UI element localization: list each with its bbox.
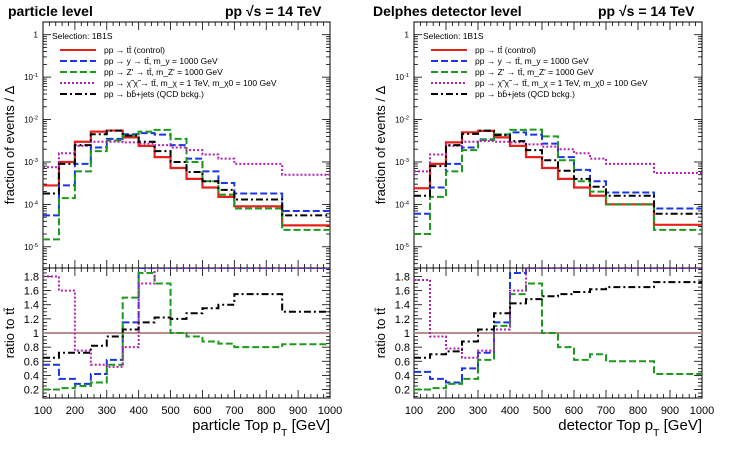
ratio-y-tick-label: 1.6: [24, 286, 39, 298]
x-tick-label: 700: [597, 405, 615, 417]
legend-entry-4: pp → χ̃ χ̃ → tt̄, m_χ = 1 TeV, m_χ0 = 10…: [104, 78, 277, 88]
x-tick-label: 600: [193, 405, 211, 417]
histogram-series-1: [414, 129, 702, 226]
ratio-y-tick-label: 0.4: [24, 370, 39, 382]
y-tick-label: 10-2: [24, 116, 38, 125]
x-tick-label: 600: [565, 405, 583, 417]
x-tick-label: 200: [437, 405, 455, 417]
x-tick-label: 400: [501, 405, 519, 417]
x-tick-label: 700: [225, 405, 243, 417]
legend-entry-5: pp → bb̄+jets (QCD bckg.): [104, 89, 204, 99]
ratio-series-5: [43, 293, 330, 359]
legend-entry-1: pp → tt̄ (control): [475, 45, 536, 55]
x-tick-label: 100: [34, 405, 52, 417]
y-tick-label: 10-4: [24, 200, 38, 209]
ratio-y-tick-label: 0.2: [24, 385, 39, 397]
ratio-y-tick-label: 0.2: [395, 385, 410, 397]
ratio-series-3: [43, 271, 330, 391]
y-tick-label: 10-1: [395, 73, 409, 82]
y-tick-label: 10-5: [24, 243, 38, 252]
histogram-series-5: [414, 129, 702, 215]
legend-entry-2: pp → y → tt̄, m_y = 1000 GeV: [104, 56, 218, 66]
x-tick-label: 800: [629, 405, 647, 417]
x-axis-label: detector Top pT [GeV]: [558, 417, 702, 439]
x-axis-label: particle Top pT [GeV]: [192, 417, 330, 439]
selection-label: Selection: 1B1S: [52, 31, 113, 41]
ratio-y-tick-label: 1.6: [395, 286, 410, 298]
energy-label: pp √s = 14 TeV: [598, 3, 695, 19]
ratio-y-tick-label: 1.8: [395, 271, 410, 283]
ratio-y-tick-label: 0.8: [395, 342, 410, 354]
ratio-y-tick-label: 0.6: [395, 356, 410, 368]
x-tick-label: 300: [98, 405, 116, 417]
x-tick-label: 800: [257, 405, 275, 417]
x-tick-label: 300: [469, 405, 487, 417]
ratio-series-4: [414, 268, 702, 359]
legend-entry-4: pp → χ̃ χ̃ → tt̄, m_χ = 1 TeV, m_χ0 = 10…: [475, 78, 648, 88]
ratio-y-tick-label: 1.4: [395, 300, 410, 312]
legend-entry-5: pp → bb̄+jets (QCD bckg.): [475, 89, 575, 99]
main-y-axis-label: fraction of events / Δ: [373, 85, 388, 204]
legend-entry-1: pp → tt̄ (control): [104, 45, 165, 55]
y-tick-label: 1: [34, 31, 39, 40]
panel-title: Delphes detector level: [373, 3, 522, 19]
ratio-y-tick-label: 0.4: [395, 370, 410, 382]
y-tick-label: 10-1: [24, 73, 38, 82]
histogram-series-5: [43, 129, 330, 217]
ratio-y-tick-label: 1: [404, 328, 410, 340]
ratio-y-tick-label: 1: [33, 328, 39, 340]
legend-entry-3: pp → Z' → tt̄, m_Z' = 1000 GeV: [104, 67, 223, 77]
histogram-series-2: [414, 131, 702, 215]
histogram-series-3: [43, 128, 330, 241]
y-tick-label: 1: [405, 31, 410, 40]
x-tick-label: 200: [66, 405, 84, 417]
x-tick-label: 500: [533, 405, 551, 417]
x-tick-label: 1000: [318, 405, 342, 417]
ratio-series-3: [414, 282, 702, 391]
ratio-y-axis-label: ratio to tt̄: [373, 307, 388, 358]
ratio-series-5: [414, 281, 702, 359]
y-tick-label: 10-3: [395, 158, 409, 167]
ratio-y-axis-label: ratio to tt̄: [2, 307, 17, 358]
ratio-y-tick-label: 1.2: [395, 314, 410, 326]
left-chart-panel: particle level pp √s = 14 TeV fraction of …: [2, 3, 342, 439]
x-tick-label: 900: [289, 405, 307, 417]
x-tick-label: 100: [405, 405, 423, 417]
energy-label: pp √s = 14 TeV: [225, 3, 322, 19]
ratio-series-4: [43, 268, 330, 368]
y-tick-label: 10-3: [24, 158, 38, 167]
ratio-y-tick-label: 1.2: [24, 314, 39, 326]
histogram-series-4: [43, 140, 330, 176]
y-tick-label: 10-2: [395, 116, 409, 125]
ratio-y-tick-label: 1.8: [24, 271, 39, 283]
y-tick-label: 10-5: [395, 243, 409, 252]
selection-label: Selection: 1B1S: [423, 31, 484, 41]
ratio-y-tick-label: 0.6: [24, 356, 39, 368]
main-y-axis-label: fraction of events / Δ: [2, 85, 17, 204]
right-chart-panel: Delphes detector level pp √s = 14 TeV frac…: [373, 3, 714, 439]
x-tick-label: 500: [161, 405, 179, 417]
legend-entry-3: pp → Z' → tt̄, m_Z' = 1000 GeV: [475, 67, 594, 77]
ratio-y-tick-label: 1.4: [24, 300, 39, 312]
histogram-series-3: [414, 128, 702, 236]
ratio-series-2: [414, 268, 702, 384]
legend-entry-2: pp → y → tt̄, m_y = 1000 GeV: [475, 56, 589, 66]
x-tick-label: 400: [129, 405, 147, 417]
ratio-y-tick-label: 0.8: [24, 342, 39, 354]
x-tick-label: 1000: [690, 405, 714, 417]
y-tick-label: 10-4: [395, 200, 409, 209]
x-tick-label: 900: [661, 405, 679, 417]
panel-title: particle level: [8, 3, 93, 19]
histogram-series-2: [43, 132, 330, 217]
ratio-series-2: [43, 268, 330, 385]
